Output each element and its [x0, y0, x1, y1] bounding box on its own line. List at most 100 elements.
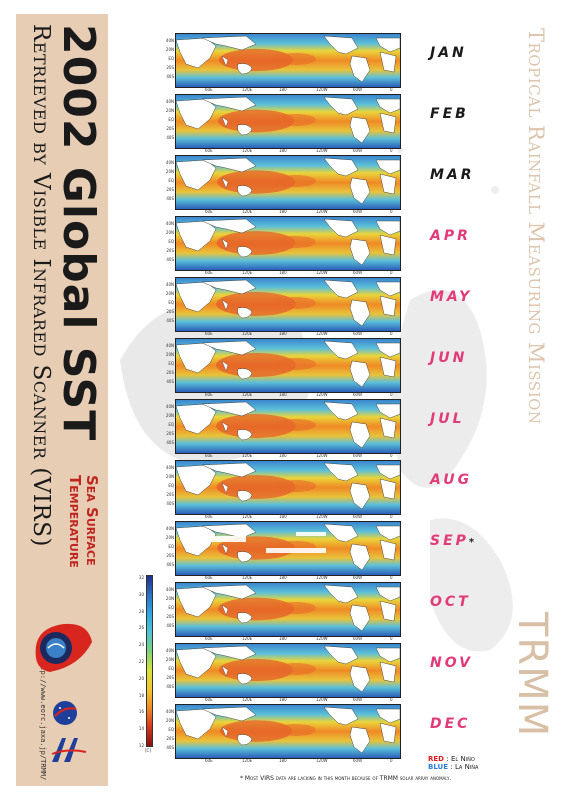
- sst-panel-dec: [175, 704, 401, 759]
- lon-tick-label: 120W: [316, 87, 328, 92]
- lat-tick-label: EQ: [168, 300, 174, 305]
- sst-map: [176, 339, 400, 392]
- sst-label-line2: Temperature: [66, 475, 84, 568]
- sst-panel-mar: [175, 155, 401, 210]
- lat-tick-label: 20N: [165, 596, 174, 601]
- lon-tick-label: 180: [279, 514, 287, 519]
- month-label-text: DEC: [430, 716, 471, 732]
- nasa-logo-icon: [53, 701, 77, 725]
- lat-tick-labels: 40N 20N EQ 20S 40S: [160, 403, 174, 448]
- lon-tick-label: 120E: [242, 87, 253, 92]
- lon-tick-label: 0: [390, 758, 393, 763]
- lon-tick-label: 120E: [242, 697, 253, 702]
- lat-tick-label: 40N: [165, 648, 174, 653]
- lat-tick-label: 20S: [166, 614, 174, 619]
- lat-tick-labels: 40N 20N EQ 20S 40S: [160, 647, 174, 692]
- website-url[interactable]: http://www.eorc.jaxa.jp/TRMM/: [39, 658, 47, 781]
- month-label-feb: FEB: [430, 106, 469, 122]
- lat-tick-label: EQ: [168, 178, 174, 183]
- colorbar-tick-label: 28: [138, 608, 144, 614]
- lat-tick-label: 20N: [165, 535, 174, 540]
- lon-tick-label: 60E: [205, 87, 213, 92]
- month-label-oct: OCT: [430, 594, 471, 610]
- lon-tick-labels: 60E 120E 180 120W 60W 0: [175, 453, 399, 459]
- month-label-text: JAN: [430, 45, 467, 61]
- legend-blue-key: BLUE: [428, 763, 449, 771]
- sst-panel-jul: [175, 399, 401, 454]
- lon-tick-label: 120E: [242, 270, 253, 275]
- lon-tick-labels: 60E 120E 180 120W 60W 0: [175, 87, 399, 93]
- lon-tick-labels: 60E 120E 180 120W 60W 0: [175, 270, 399, 276]
- lat-tick-labels: 40N 20N EQ 20S 40S: [160, 342, 174, 387]
- lon-tick-label: 180: [279, 453, 287, 458]
- lon-tick-label: 120E: [242, 758, 253, 763]
- lon-tick-label: 180: [279, 209, 287, 214]
- mission-acronym: TRMM: [509, 612, 555, 738]
- lat-tick-label: 40S: [166, 684, 174, 689]
- lon-tick-label: 0: [390, 636, 393, 641]
- lon-tick-labels: 60E 120E 180 120W 60W 0: [175, 636, 399, 642]
- lat-tick-label: 20S: [166, 431, 174, 436]
- month-label-jun: JUN: [430, 350, 467, 366]
- lon-tick-label: 180: [279, 270, 287, 275]
- lat-tick-label: 40N: [165, 465, 174, 470]
- lon-tick-label: 180: [279, 636, 287, 641]
- poster-title: 2002 Global SST: [53, 24, 104, 442]
- lat-tick-label: EQ: [168, 544, 174, 549]
- legend-red-key: RED: [428, 755, 444, 763]
- colorbar-tick-label: 30: [138, 591, 144, 597]
- sst-map: [176, 705, 400, 758]
- colorbar-tick-label: 12: [138, 743, 144, 748]
- lon-tick-labels: 60E 120E 180 120W 60W 0: [175, 514, 399, 520]
- sst-label-line1: Sea Surface: [83, 475, 101, 566]
- lon-tick-label: 0: [390, 270, 393, 275]
- lat-tick-label: 40S: [166, 318, 174, 323]
- lon-tick-label: 60E: [205, 148, 213, 153]
- lat-tick-label: EQ: [168, 483, 174, 488]
- sst-colorbar: [146, 575, 153, 747]
- lon-tick-label: 0: [390, 697, 393, 702]
- lat-tick-label: 20S: [166, 553, 174, 558]
- month-label-text: MAR: [430, 167, 475, 183]
- sst-panel-nov: [175, 643, 401, 698]
- lon-tick-label: 60E: [205, 697, 213, 702]
- lat-tick-label: 40N: [165, 587, 174, 592]
- lon-tick-label: 120E: [242, 209, 253, 214]
- lon-tick-label: 120W: [316, 270, 328, 275]
- lon-tick-label: 60E: [205, 453, 213, 458]
- lat-tick-label: 20S: [166, 126, 174, 131]
- lon-tick-label: 180: [279, 697, 287, 702]
- sst-panel-feb: [175, 94, 401, 149]
- lon-tick-label: 120E: [242, 453, 253, 458]
- month-label-jul: JUL: [430, 411, 465, 427]
- month-label-dec: DEC: [430, 716, 470, 732]
- lat-tick-label: 20N: [165, 47, 174, 52]
- lon-tick-label: 120E: [242, 636, 253, 641]
- sst-map: [176, 278, 400, 331]
- sst-map: [176, 400, 400, 453]
- lon-tick-label: 60W: [353, 331, 363, 336]
- sst-panel-jun: [175, 338, 401, 393]
- sst-panel-jan: [175, 33, 401, 88]
- lat-tick-label: 40N: [165, 404, 174, 409]
- month-label-text: AUG: [430, 472, 473, 488]
- lon-tick-label: 120W: [316, 636, 328, 641]
- jaxa-logo-icon: [51, 738, 87, 762]
- lon-tick-label: 120W: [316, 209, 328, 214]
- lon-tick-label: 120E: [242, 331, 253, 336]
- lat-tick-label: 40S: [166, 135, 174, 140]
- lat-tick-label: 20N: [165, 718, 174, 723]
- lat-tick-labels: 40N 20N EQ 20S 40S: [160, 708, 174, 753]
- lon-tick-label: 60W: [353, 209, 363, 214]
- colorbar-tick-label: 22: [138, 659, 144, 664]
- lat-tick-label: 40N: [165, 282, 174, 287]
- lon-tick-label: 0: [390, 209, 393, 214]
- lat-tick-labels: 40N 20N EQ 20S 40S: [160, 281, 174, 326]
- month-label-nov: NOV: [430, 655, 473, 671]
- lon-tick-label: 180: [279, 87, 287, 92]
- lat-tick-label: 40N: [165, 709, 174, 714]
- lon-tick-label: 120W: [316, 148, 328, 153]
- lon-tick-label: 120W: [316, 392, 328, 397]
- month-label-text: JUN: [430, 350, 468, 366]
- sst-map: [176, 461, 400, 514]
